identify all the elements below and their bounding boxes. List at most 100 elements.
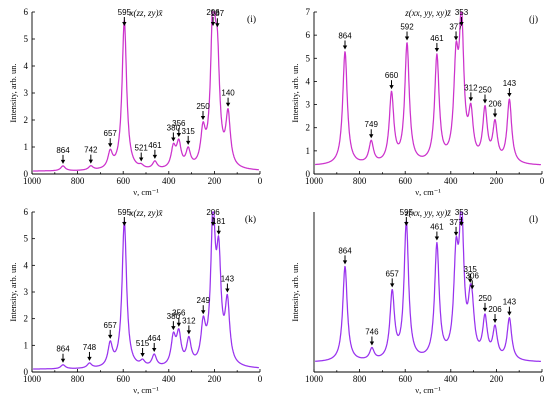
peak-arrowhead bbox=[210, 22, 216, 26]
peak-label: 356 bbox=[172, 119, 186, 128]
peak-arrowhead bbox=[200, 115, 206, 120]
y-tick-label: 4 bbox=[24, 61, 29, 71]
y-tick-label: 0 bbox=[306, 169, 311, 179]
peak-label: 140 bbox=[221, 89, 235, 98]
peak-arrowhead bbox=[140, 353, 145, 358]
y-tick-label: 3 bbox=[24, 287, 29, 297]
peak-arrowhead bbox=[87, 356, 92, 361]
peak-arrowhead bbox=[467, 278, 473, 283]
panel-label: (k) bbox=[245, 214, 256, 225]
peak-arrowhead bbox=[459, 22, 464, 26]
spectrum-line-l bbox=[314, 211, 542, 363]
peak-label: 657 bbox=[386, 269, 400, 278]
spectrum-line-i bbox=[32, 11, 260, 172]
x-tick-label: 400 bbox=[444, 176, 458, 186]
chart-title: x(zz, zy)x̄ bbox=[129, 208, 164, 218]
peak-arrowhead bbox=[507, 311, 512, 316]
peak-arrowhead bbox=[108, 334, 113, 339]
peak-label: 250 bbox=[478, 294, 492, 303]
y-tick-label: 1 bbox=[24, 142, 29, 152]
y-tick-label: 3 bbox=[306, 100, 311, 110]
peak-arrowhead bbox=[434, 47, 440, 52]
peak-label: 595 bbox=[118, 8, 132, 17]
x-tick-label: 400 bbox=[444, 374, 458, 384]
peak-arrowhead bbox=[122, 22, 127, 26]
x-tick-label: 600 bbox=[116, 176, 130, 186]
peak-label: 250 bbox=[478, 86, 492, 95]
y-tick-label: 3 bbox=[24, 88, 29, 98]
y-tick-label: 1 bbox=[306, 146, 311, 156]
peak-label: 306 bbox=[466, 271, 480, 280]
peak-label: 657 bbox=[104, 129, 118, 138]
peak-arrowhead bbox=[185, 140, 191, 145]
peak-arrowhead bbox=[342, 45, 348, 50]
peak-arrowhead bbox=[152, 347, 157, 352]
peak-arrowhead bbox=[482, 99, 488, 104]
peak-arrowhead bbox=[369, 134, 374, 139]
peak-arrowhead bbox=[369, 341, 375, 346]
peak-label: 312 bbox=[182, 316, 196, 325]
chart-title: z(xx, yy, xy)z̄ bbox=[404, 208, 451, 218]
spectrum-line-k bbox=[32, 211, 260, 370]
x-tick-label: 400 bbox=[162, 176, 176, 186]
peak-arrowhead bbox=[390, 283, 395, 288]
peak-label: 250 bbox=[196, 102, 210, 111]
peak-label: 143 bbox=[221, 274, 235, 283]
y-axis-label: Intensity, arb. un. bbox=[290, 262, 300, 321]
peak-label: 864 bbox=[338, 246, 352, 255]
peak-label: 315 bbox=[464, 265, 478, 274]
x-tick-label: 0 bbox=[540, 176, 545, 186]
peak-label: 595 bbox=[400, 208, 414, 217]
peak-arrowhead bbox=[88, 159, 94, 164]
x-axis-label: ν, cm⁻¹ bbox=[133, 187, 159, 197]
x-tick-label: 0 bbox=[540, 374, 545, 384]
peak-label: 864 bbox=[338, 31, 352, 40]
y-tick-label: 4 bbox=[306, 76, 311, 86]
x-tick-label: 600 bbox=[398, 176, 412, 186]
peak-label: 461 bbox=[430, 223, 444, 232]
peak-label: 515 bbox=[136, 339, 150, 348]
peak-label: 353 bbox=[455, 8, 469, 17]
peak-arrowhead bbox=[201, 310, 206, 315]
peak-label: 657 bbox=[104, 321, 118, 330]
peak-arrowhead bbox=[225, 288, 230, 293]
peak-label: 595 bbox=[118, 208, 132, 217]
peak-label: 380 bbox=[167, 123, 181, 132]
y-tick-label: 0 bbox=[24, 169, 29, 179]
peak-arrowhead bbox=[434, 236, 440, 241]
peak-arrowhead bbox=[186, 330, 192, 335]
chart-title: z(xx, yy, xy)z̄ bbox=[404, 8, 451, 18]
x-tick-label: 800 bbox=[353, 374, 367, 384]
panel-label: (i) bbox=[247, 14, 256, 25]
panel-label: (l) bbox=[529, 214, 538, 225]
peak-arrowhead bbox=[507, 93, 512, 98]
panel-label: (j) bbox=[529, 14, 538, 25]
y-axis-label: Intensity, arb. un. bbox=[290, 63, 300, 122]
y-tick-label: 4 bbox=[24, 260, 29, 270]
peak-label: 749 bbox=[365, 120, 379, 129]
peak-label: 353 bbox=[455, 208, 469, 217]
peak-arrowhead bbox=[453, 231, 459, 236]
peak-label: 143 bbox=[503, 298, 517, 307]
peak-label: 206 bbox=[488, 305, 502, 314]
peak-arrowhead bbox=[215, 23, 220, 28]
x-tick-label: 800 bbox=[71, 176, 85, 186]
x-tick-label: 200 bbox=[490, 176, 504, 186]
y-tick-label: 6 bbox=[24, 207, 29, 217]
peak-arrowhead bbox=[176, 322, 182, 327]
peak-arrowhead bbox=[152, 154, 158, 159]
peak-arrowhead bbox=[60, 358, 66, 363]
peak-arrowhead bbox=[492, 319, 498, 324]
peak-arrowhead bbox=[492, 113, 498, 118]
chart-panel-k: 1000 800 600 400 200 0 0 1 2 3 4 5 6 ν, cm⁻¹ Intensity… bbox=[8, 207, 263, 395]
peak-arrowhead bbox=[216, 230, 221, 235]
x-tick-label: 600 bbox=[398, 374, 412, 384]
peak-arrowhead bbox=[389, 85, 394, 90]
y-tick-label: 0 bbox=[24, 367, 29, 377]
peak-arrowhead bbox=[210, 222, 216, 226]
peak-arrowhead bbox=[468, 97, 474, 102]
x-tick-label: 1000 bbox=[305, 176, 324, 186]
chart-panel-l: 1000 800 600 400 200 0 ν, cm⁻¹ Intensity, arb. … bbox=[290, 208, 545, 395]
y-tick-label: 2 bbox=[306, 123, 311, 133]
peak-arrowhead bbox=[60, 159, 66, 164]
